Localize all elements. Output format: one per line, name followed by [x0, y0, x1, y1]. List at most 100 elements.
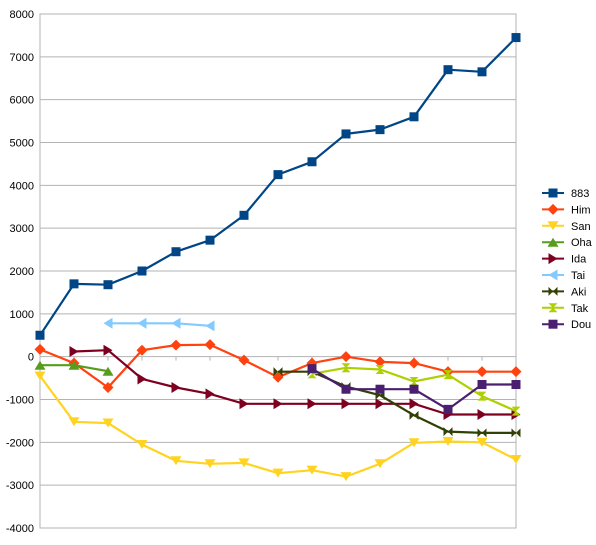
legend-item-oha: Oha: [542, 237, 593, 249]
series-him-point: [340, 351, 352, 363]
y-tick-label: 4000: [10, 180, 34, 192]
series-him-point: [510, 366, 522, 378]
series-tai-point: [137, 317, 147, 329]
series-him-point: [476, 366, 488, 378]
series-san-point: [306, 465, 318, 475]
series-him-point: [238, 354, 250, 366]
series-him-point: [34, 343, 46, 355]
series-883-line: [39, 36, 517, 336]
y-tick-label: 7000: [10, 52, 34, 64]
series-ida-point: [409, 398, 419, 410]
series-ida-point: [103, 344, 113, 356]
y-tick-label: 0: [28, 352, 34, 364]
legend-swatch-marker: [548, 269, 558, 281]
series-883-point: [375, 125, 385, 135]
y-tick-label: 3000: [10, 223, 34, 235]
series-tak-point: [477, 391, 487, 401]
y-tick-label: 6000: [10, 95, 34, 107]
axes: -4000 -3000 -2000 -1000 0 1000 2000 3000 4000 500…: [6, 9, 517, 535]
series-ida-point: [69, 346, 79, 358]
series-oha-point: [102, 366, 114, 376]
series-dou-point: [307, 364, 317, 374]
series-ida-point: [341, 398, 351, 410]
series-dou-point: [409, 384, 419, 394]
series-him-point: [136, 344, 148, 356]
series-883-point: [477, 67, 487, 77]
series-ida-point: [307, 398, 317, 410]
series-883-point: [307, 157, 317, 167]
legend-swatch-marker: [547, 237, 559, 247]
series-dou-point: [375, 384, 385, 394]
series-883-point: [239, 210, 249, 220]
legend-swatch-marker: [548, 188, 558, 198]
series-san-point: [340, 472, 352, 482]
series-san-point: [204, 459, 216, 469]
legend-swatch-marker: [548, 303, 558, 313]
series-tak-point: [341, 363, 351, 373]
series-san-point: [34, 371, 46, 381]
series-san-point: [442, 436, 454, 446]
y-tick-label: 8000: [10, 9, 34, 21]
series-san-point: [238, 458, 250, 468]
series-aki-point: [409, 410, 419, 420]
series-aki-point: [511, 428, 521, 438]
legend-item-him: Him: [542, 203, 591, 216]
series-ida-point: [477, 408, 487, 420]
series-him-point: [204, 339, 216, 351]
y-tick-label: 1000: [10, 309, 34, 321]
legend-item-tai: Tai: [542, 269, 585, 282]
legend-swatch-marker: [547, 203, 559, 215]
legend-swatch-marker: [548, 253, 558, 265]
series-him-point: [170, 339, 182, 351]
series-883-point: [341, 129, 351, 139]
legend-label: 883: [571, 188, 589, 200]
series-883-point: [409, 112, 419, 122]
series-oha: [34, 360, 114, 376]
series-him-point: [408, 357, 420, 369]
series-him-point: [102, 382, 114, 394]
legend-item-tak: Tak: [542, 303, 589, 315]
series-san-point: [272, 468, 284, 478]
legend-label: Tai: [571, 270, 585, 282]
legend-swatch-marker: [548, 319, 558, 329]
series-tak-point: [511, 406, 521, 416]
y-tick-label: 5000: [10, 138, 34, 150]
series-ida: [69, 344, 521, 420]
legend-item-aki: Aki: [542, 286, 586, 298]
series-ida-point: [171, 382, 181, 394]
series-tak-point: [409, 377, 419, 387]
series-san-point: [476, 437, 488, 447]
series-tai: [103, 317, 215, 332]
series-san-point: [170, 456, 182, 466]
series-883-point: [273, 170, 283, 180]
legend-swatch-marker: [548, 286, 558, 296]
series-dou-point: [477, 380, 487, 390]
series-883-point: [69, 279, 79, 289]
y-tick-label: -1000: [6, 395, 34, 407]
series-ida-line: [73, 349, 516, 416]
legend-item-san: San: [542, 221, 591, 233]
series-aki-point: [273, 367, 283, 377]
legend-label: San: [571, 221, 591, 233]
series-ida-point: [239, 398, 249, 410]
series-tak-point: [375, 365, 385, 375]
legend-label: Him: [571, 204, 591, 216]
series-san-line: [39, 375, 517, 478]
series-lines: [34, 33, 522, 482]
series-883-point: [443, 65, 453, 75]
series-san-point: [102, 418, 114, 428]
series-dou: [307, 364, 521, 414]
series-883-point: [103, 280, 113, 290]
series-dou-point: [341, 384, 351, 394]
series-883-point: [171, 247, 181, 257]
series-dou-point: [443, 404, 453, 414]
series-san-point: [408, 438, 420, 448]
series-aki-point: [443, 427, 453, 437]
gridlines: [40, 13, 516, 529]
legend-item-ida: Ida: [542, 253, 587, 266]
series-ida-point: [137, 373, 147, 385]
series-ida-point: [375, 398, 385, 410]
legend-label: Tak: [571, 303, 589, 315]
series-tai-line: [108, 322, 211, 327]
